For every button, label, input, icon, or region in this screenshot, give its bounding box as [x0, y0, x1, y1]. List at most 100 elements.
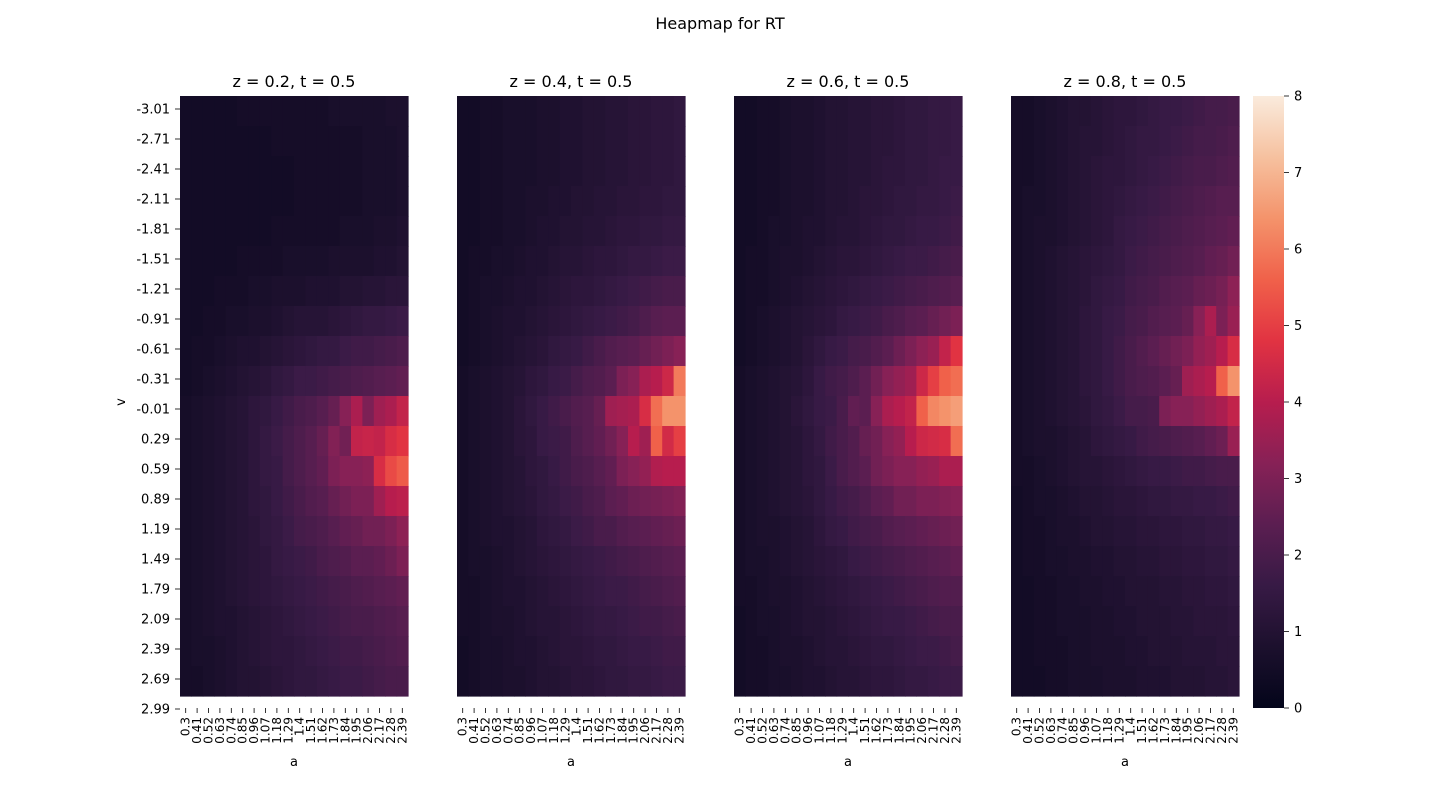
heatmap-cell: [1147, 636, 1160, 667]
heatmap-cell: [1147, 486, 1160, 517]
heatmap-cell: [214, 576, 227, 607]
heatmap-cell: [939, 306, 952, 337]
x-tick-label: 0.52: [202, 717, 216, 744]
heatmap-cell: [605, 576, 618, 607]
heatmap-cell: [502, 366, 515, 397]
heatmap-cell: [802, 186, 815, 217]
heatmap-cell: [514, 396, 526, 427]
x-tick-label: 2.06: [915, 717, 929, 744]
heatmap-cell: [1136, 186, 1149, 217]
heatmap-cell: [491, 396, 504, 427]
heatmap-cell: [214, 126, 227, 157]
heatmap-cell: [1102, 486, 1115, 517]
heatmap-cell: [1170, 306, 1183, 337]
heatmap-cell: [1022, 636, 1035, 667]
heatmap-cell: [916, 546, 929, 577]
heatmap-cell: [1182, 666, 1194, 697]
heatmap-cell: [468, 546, 481, 577]
heatmap-cell: [559, 456, 572, 487]
heatmap-cell: [351, 546, 363, 577]
heatmap-cell: [825, 156, 838, 187]
heatmap-cell: [491, 546, 504, 577]
heatmap-cell: [294, 276, 306, 307]
heatmap-cell: [248, 396, 261, 427]
heatmap-cell: [457, 276, 469, 307]
heatmap-cell: [813, 576, 826, 607]
heatmap-cell: [259, 366, 272, 397]
heatmap-cell: [582, 426, 595, 457]
heatmap-cell: [1068, 246, 1080, 277]
heatmap-cell: [791, 336, 803, 367]
heatmap-cell: [385, 186, 398, 217]
heatmap-cell: [939, 396, 952, 427]
heatmap-cell: [662, 516, 675, 547]
heatmap-cell: [362, 606, 375, 637]
heatmap-cell: [237, 306, 249, 337]
heatmap-cell: [202, 606, 215, 637]
heatmap-cell: [362, 306, 375, 337]
heatmap-cell: [893, 636, 906, 667]
heatmap-cell: [1182, 576, 1194, 607]
x-tick-label: 1.07: [813, 717, 827, 744]
heatmap-cell: [605, 276, 618, 307]
heatmap-cell: [1159, 366, 1172, 397]
heatmap-cell: [1182, 336, 1194, 367]
x-tick-label: 1.18: [270, 717, 284, 744]
heatmap-cell: [859, 546, 872, 577]
heatmap-cell: [237, 366, 249, 397]
heatmap-cell: [650, 366, 663, 397]
heatmap-cell: [1033, 456, 1046, 487]
heatmap-cell: [779, 666, 792, 697]
heatmap-cell: [802, 276, 815, 307]
heatmap-cell: [362, 246, 375, 277]
heatmap-cell: [271, 246, 284, 277]
heatmap-cell: [1204, 576, 1217, 607]
heatmap-cell: [191, 546, 204, 577]
heatmap-cell: [639, 96, 652, 127]
heatmap-cell: [305, 666, 318, 697]
heatmap-cell: [859, 126, 872, 157]
heatmap-cell: [1193, 306, 1206, 337]
heatmap-cell: [836, 546, 849, 577]
heatmap-cell: [756, 456, 769, 487]
heatmap-cell: [571, 246, 583, 277]
heatmap-cell: [282, 156, 295, 187]
heatmap-cell: [870, 186, 883, 217]
heatmap-cell: [768, 306, 781, 337]
x-tick-label: 1.84: [615, 717, 629, 744]
heatmap-cell: [180, 546, 192, 577]
heatmap-cell: [813, 426, 826, 457]
heatmap-cell: [202, 96, 215, 127]
heatmap-cell: [1022, 246, 1035, 277]
heatmap-cell: [927, 126, 940, 157]
heatmap-cell: [1045, 486, 1058, 517]
heatmap-cell: [893, 126, 906, 157]
heatmap-cell: [939, 246, 952, 277]
heatmap-cell: [1068, 666, 1080, 697]
heatmap-cell: [536, 126, 549, 157]
heatmap-cell: [870, 156, 883, 187]
heatmap-cell: [1011, 516, 1023, 547]
heatmap-cell: [870, 216, 883, 247]
heatmap-cell: [1125, 396, 1137, 427]
heatmap-cell: [191, 426, 204, 457]
x-tick-label: 0.3: [1010, 717, 1024, 736]
x-tick-label: 0.52: [756, 717, 770, 744]
heatmap-cell: [825, 186, 838, 217]
heatmap-cell: [396, 216, 409, 247]
heatmap-cell: [593, 186, 606, 217]
heatmap-cell: [514, 186, 526, 217]
heatmap-cell: [1022, 576, 1035, 607]
heatmap-cell: [1068, 456, 1080, 487]
x-tick-label: 1.95: [350, 717, 364, 744]
heatmap-cell: [1079, 426, 1092, 457]
heatmap-cell: [1079, 366, 1092, 397]
heatmap-cell: [870, 486, 883, 517]
heatmap-cell: [950, 636, 963, 667]
heatmap-cell: [328, 96, 341, 127]
heatmap-cell: [491, 306, 504, 337]
heatmap-cell: [571, 456, 583, 487]
figure-title: Heapmap for RT: [655, 14, 785, 33]
heatmap-cell: [1182, 216, 1194, 247]
heatmap-cell: [1125, 216, 1137, 247]
